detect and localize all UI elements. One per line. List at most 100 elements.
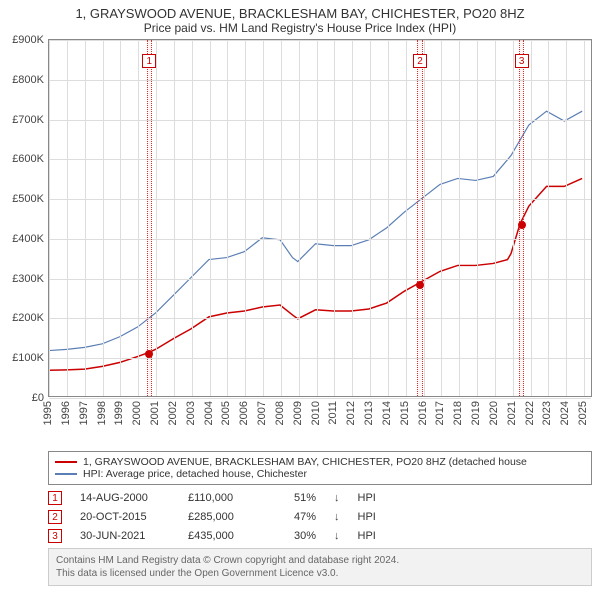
x-tick-label: 2022 [524, 401, 536, 425]
event-price-2: £285,000 [188, 511, 258, 523]
gridline-v [388, 40, 389, 396]
gridline-v [441, 40, 442, 396]
legend-label-property: 1, GRAYSWOOD AVENUE, BRACKLESHAM BAY, CH… [83, 456, 527, 468]
event-price-1: £110,000 [188, 492, 258, 504]
y-tick-label: £400K [12, 233, 44, 245]
gridline-v [370, 40, 371, 396]
marker-dot-3 [518, 221, 526, 229]
chart-plot-area: 123 [48, 39, 592, 397]
event-ref-2: HPI [358, 511, 376, 523]
gridline-v [138, 40, 139, 396]
event-date-1: 14-AUG-2000 [80, 492, 170, 504]
event-date-3: 30-JUN-2021 [80, 530, 170, 542]
x-tick-label: 2020 [488, 401, 500, 425]
gridline-h [49, 279, 591, 280]
x-tick-label: 1999 [113, 401, 125, 425]
footer-line-2: This data is licensed under the Open Gov… [56, 567, 584, 580]
y-tick-label: £300K [12, 273, 44, 285]
x-tick-label: 2009 [292, 401, 304, 425]
gridline-v [566, 40, 567, 396]
x-tick-label: 1996 [60, 401, 72, 425]
y-tick-label: £800K [12, 74, 44, 86]
gridline-h [49, 120, 591, 121]
x-tick-label: 2025 [577, 401, 589, 425]
event-row-2: 2 20-OCT-2015 £285,000 47% ↓ HPI [48, 510, 592, 524]
title-line-2: Price paid vs. HM Land Registry's House … [8, 21, 592, 35]
y-tick-label: £900K [12, 34, 44, 46]
x-tick-label: 2016 [417, 401, 429, 425]
marker-flag-2: 2 [413, 54, 427, 68]
y-tick-label: £200K [12, 312, 44, 324]
gridline-v [174, 40, 175, 396]
arrow-down-icon: ↓ [334, 511, 340, 523]
legend: 1, GRAYSWOOD AVENUE, BRACKLESHAM BAY, CH… [48, 451, 592, 485]
event-ref-1: HPI [358, 492, 376, 504]
y-tick-label: £600K [12, 153, 44, 165]
legend-label-hpi: HPI: Average price, detached house, Chic… [83, 468, 307, 480]
gridline-v [584, 40, 585, 396]
x-tick-label: 2004 [203, 401, 215, 425]
gridline-h [49, 199, 591, 200]
gridline-v [192, 40, 193, 396]
gridline-v [210, 40, 211, 396]
marker-flag-1: 1 [142, 54, 156, 68]
x-tick-label: 2008 [274, 401, 286, 425]
gridline-v [477, 40, 478, 396]
gridline-v [120, 40, 121, 396]
x-tick-label: 2024 [559, 401, 571, 425]
marker-dot-1 [145, 350, 153, 358]
event-ref-3: HPI [358, 530, 376, 542]
gridline-h [49, 239, 591, 240]
event-pct-2: 47% [276, 511, 316, 523]
event-flag-1: 1 [48, 491, 62, 505]
y-tick-label: £100K [12, 352, 44, 364]
x-tick-label: 2021 [506, 401, 518, 425]
event-date-2: 20-OCT-2015 [80, 511, 170, 523]
gridline-v [85, 40, 86, 396]
x-tick-label: 2010 [310, 401, 322, 425]
gridline-v [531, 40, 532, 396]
gridline-v [227, 40, 228, 396]
events-table: 1 14-AUG-2000 £110,000 51% ↓ HPI 2 20-OC… [48, 491, 592, 543]
x-tick-label: 1998 [96, 401, 108, 425]
x-tick-label: 2001 [149, 401, 161, 425]
gridline-v [263, 40, 264, 396]
gridline-v [299, 40, 300, 396]
gridline-v [406, 40, 407, 396]
marker-dot-2 [416, 281, 424, 289]
event-row-1: 1 14-AUG-2000 £110,000 51% ↓ HPI [48, 491, 592, 505]
x-tick-label: 2019 [470, 401, 482, 425]
chart-container: 1, GRAYSWOOD AVENUE, BRACKLESHAM BAY, CH… [0, 0, 600, 590]
x-tick-label: 2011 [327, 401, 339, 425]
x-tick-label: 2012 [345, 401, 357, 425]
gridline-v [49, 40, 50, 396]
gridline-v [424, 40, 425, 396]
x-tick-label: 2018 [452, 401, 464, 425]
gridline-h [49, 358, 591, 359]
x-tick-label: 2006 [238, 401, 250, 425]
x-tick-label: 2007 [256, 401, 268, 425]
gridline-v [513, 40, 514, 396]
x-tick-label: 2005 [220, 401, 232, 425]
gridline-v [317, 40, 318, 396]
x-tick-label: 2000 [131, 401, 143, 425]
y-axis-ticks: £0£100K£200K£300K£400K£500K£600K£700K£80… [0, 40, 48, 398]
event-price-3: £435,000 [188, 530, 258, 542]
marker-band-1 [147, 40, 152, 396]
arrow-down-icon: ↓ [334, 492, 340, 504]
x-tick-label: 1995 [42, 401, 54, 425]
gridline-v [103, 40, 104, 396]
legend-row-hpi: HPI: Average price, detached house, Chic… [55, 468, 585, 480]
gridline-h [49, 159, 591, 160]
x-axis-ticks: 1995199619971998199920002001200220032004… [48, 397, 592, 447]
gridline-v [548, 40, 549, 396]
event-pct-3: 30% [276, 530, 316, 542]
title-line-1: 1, GRAYSWOOD AVENUE, BRACKLESHAM BAY, CH… [8, 6, 592, 21]
gridline-v [156, 40, 157, 396]
gridline-v [352, 40, 353, 396]
chart-svg [49, 40, 591, 396]
gridline-v [459, 40, 460, 396]
x-tick-label: 2015 [399, 401, 411, 425]
arrow-down-icon: ↓ [334, 530, 340, 542]
x-tick-label: 2017 [434, 401, 446, 425]
